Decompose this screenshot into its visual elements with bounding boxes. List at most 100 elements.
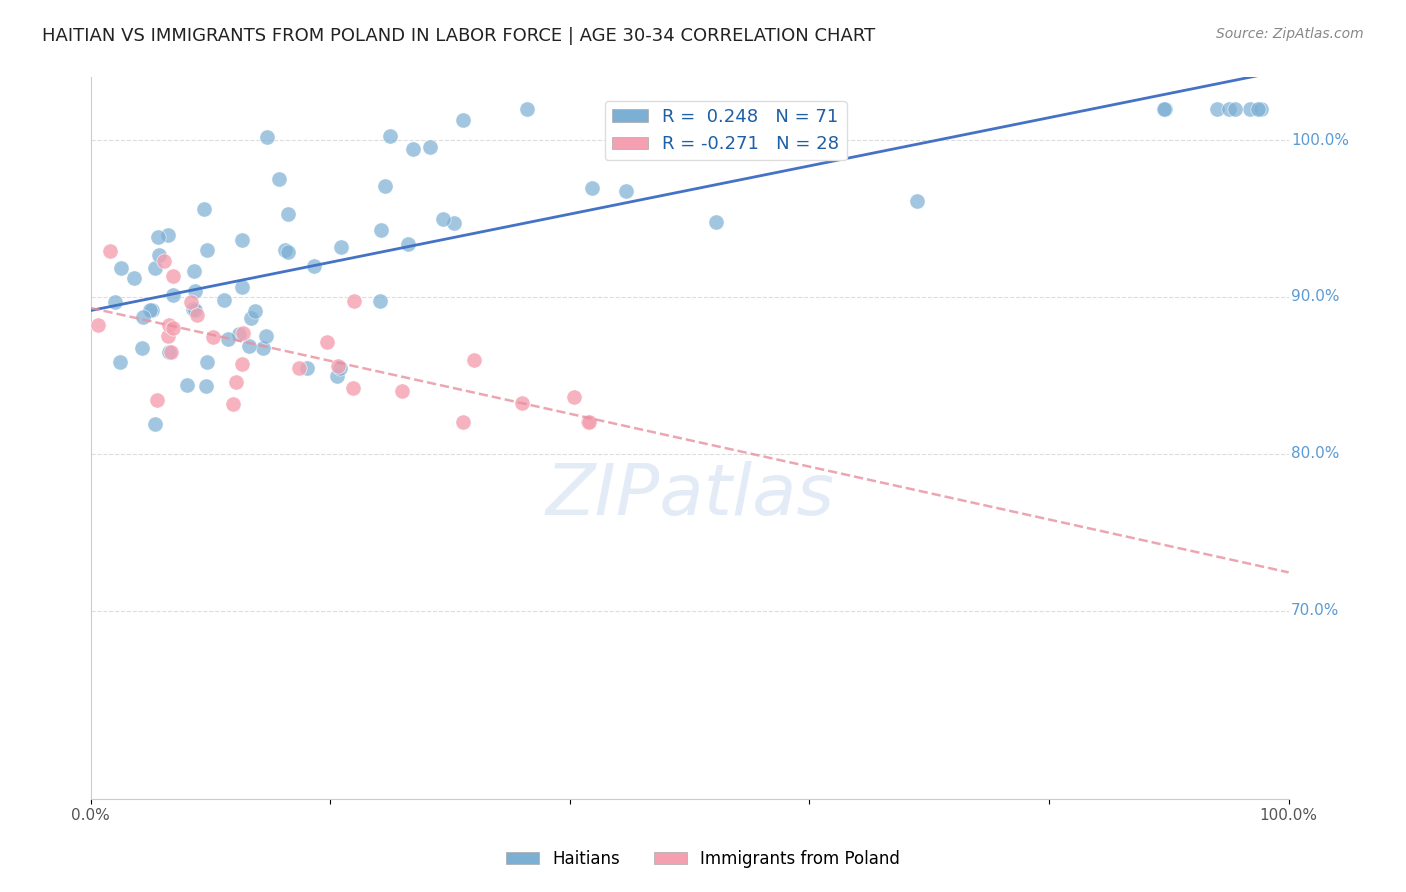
Point [905, 194, 928, 208]
Point [157, 318, 180, 332]
Point [162, 321, 184, 335]
Point [277, 207, 299, 221]
Point [326, 369, 349, 384]
Point [562, 390, 585, 404]
Point [162, 269, 184, 284]
Point [328, 359, 350, 374]
Point [704, 215, 727, 229]
Point [396, 236, 419, 251]
Point [370, 223, 392, 237]
Point [240, 310, 263, 325]
Point [762, 117, 785, 131]
Point [368, 293, 391, 308]
Point [252, 342, 274, 356]
Point [194, 379, 217, 393]
Point [110, 260, 132, 275]
Text: 80.0%: 80.0% [1291, 446, 1340, 461]
Point [277, 245, 299, 260]
Point [141, 302, 163, 317]
Point [217, 332, 239, 346]
Point [1250, 102, 1272, 116]
Point [614, 184, 637, 198]
Point [231, 357, 253, 371]
Text: Source: ZipAtlas.com: Source: ZipAtlas.com [1216, 27, 1364, 41]
Point [391, 384, 413, 399]
Point [183, 264, 205, 278]
Point [256, 129, 278, 144]
Point [176, 378, 198, 392]
Point [419, 140, 441, 154]
Point [243, 303, 266, 318]
Text: 100.0%: 100.0% [1291, 133, 1348, 148]
Point [122, 271, 145, 285]
Point [145, 393, 167, 408]
Point [295, 360, 318, 375]
Point [1153, 102, 1175, 116]
Text: 70.0%: 70.0% [1291, 603, 1340, 618]
Text: HAITIAN VS IMMIGRANTS FROM POLAND IN LABOR FORCE | AGE 30-34 CORRELATION CHART: HAITIAN VS IMMIGRANTS FROM POLAND IN LAB… [42, 27, 876, 45]
Point [1206, 102, 1229, 116]
Point [1223, 102, 1246, 116]
Point [432, 211, 454, 226]
Point [578, 416, 600, 430]
Point [378, 129, 401, 144]
Point [402, 142, 425, 156]
Point [222, 397, 245, 411]
Point [86, 318, 108, 333]
Text: ZIPatlas: ZIPatlas [546, 461, 834, 531]
Point [184, 284, 207, 298]
Point [195, 243, 218, 257]
Point [1239, 102, 1261, 116]
Point [202, 330, 225, 344]
Point [212, 293, 235, 307]
Point [228, 326, 250, 341]
Point [157, 345, 180, 359]
Point [374, 179, 396, 194]
Point [104, 294, 127, 309]
Text: 90.0%: 90.0% [1291, 290, 1340, 304]
Point [443, 216, 465, 230]
Point [186, 309, 208, 323]
Point [231, 233, 253, 247]
Point [195, 355, 218, 369]
Point [451, 416, 474, 430]
Point [157, 228, 180, 243]
Point [183, 302, 205, 317]
Point [146, 229, 169, 244]
Point [287, 361, 309, 376]
Point [274, 244, 297, 258]
Point [181, 302, 204, 317]
Point [152, 254, 174, 268]
Point [98, 244, 121, 258]
Point [343, 294, 366, 309]
Point [578, 416, 600, 430]
Point [131, 341, 153, 355]
Point [797, 102, 820, 116]
Point [329, 240, 352, 254]
Point [232, 326, 254, 340]
Point [162, 288, 184, 302]
Point [329, 360, 352, 375]
Point [1218, 102, 1240, 116]
Point [143, 417, 166, 432]
Point [148, 248, 170, 262]
Point [254, 328, 277, 343]
Point [686, 102, 709, 116]
Legend: Haitians, Immigrants from Poland: Haitians, Immigrants from Poland [499, 844, 907, 875]
Point [516, 102, 538, 116]
Point [1247, 102, 1270, 116]
Point [315, 335, 337, 350]
Point [225, 375, 247, 389]
Point [342, 381, 364, 395]
Point [269, 171, 291, 186]
Point [193, 202, 215, 217]
Point [180, 295, 202, 310]
Point [749, 102, 772, 116]
Point [238, 339, 260, 353]
Point [510, 396, 533, 410]
Legend: R =  0.248   N = 71, R = -0.271   N = 28: R = 0.248 N = 71, R = -0.271 N = 28 [605, 101, 846, 161]
Point [231, 280, 253, 294]
Point [1154, 102, 1177, 116]
Point [157, 329, 180, 343]
Point [463, 353, 485, 368]
